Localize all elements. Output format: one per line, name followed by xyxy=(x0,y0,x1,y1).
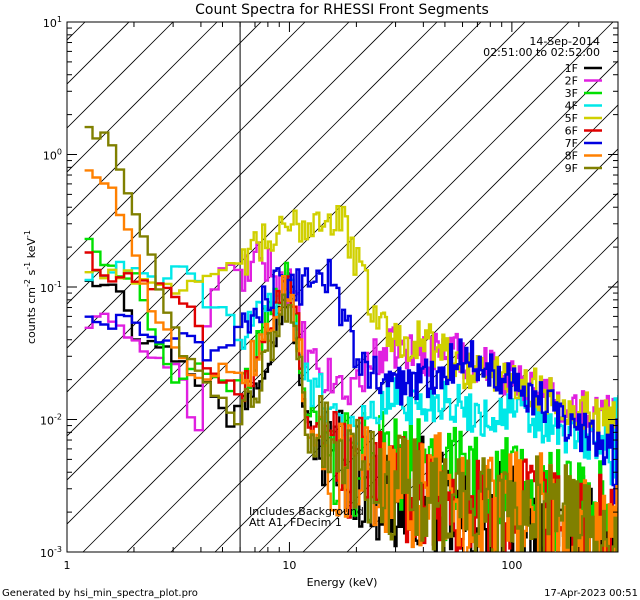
x-tick-label: 100 xyxy=(501,559,522,572)
legend-label-9F: 9F xyxy=(565,162,578,175)
footer-generated-by: Generated by hsi_min_spectra_plot.pro xyxy=(2,588,198,599)
legend-label-2F: 2F xyxy=(565,75,578,88)
x-axis-label: Energy (keV) xyxy=(307,576,378,589)
y-tick-label: 101 xyxy=(43,15,62,30)
legend-time-range: 02:51:00 to 02:52:00 xyxy=(483,46,600,59)
y-tick-label: 100 xyxy=(43,148,62,163)
y-axis-label: counts cm-2 s-1 keV-1 xyxy=(23,230,38,344)
legend-label-6F: 6F xyxy=(565,125,578,138)
series-line-9F xyxy=(84,125,618,552)
hatch-line xyxy=(67,22,526,481)
y-tick-label: 10-2 xyxy=(40,413,62,428)
hatched-region-border xyxy=(67,22,241,552)
annotation-attenuator: Att A1, FDecim 1 xyxy=(249,516,342,529)
legend-label-1F: 1F xyxy=(565,62,578,75)
y-tick-label: 10-3 xyxy=(40,545,62,560)
hatch-line xyxy=(82,22,614,552)
hatch-line xyxy=(67,22,218,173)
chart-title: Count Spectra for RHESSI Front Segments xyxy=(195,2,489,18)
hatch-line xyxy=(67,22,350,305)
hatch-line xyxy=(67,22,262,217)
x-tick-label: 1 xyxy=(64,559,71,572)
x-tick-label: 10 xyxy=(282,559,296,572)
hatch-line xyxy=(67,22,174,129)
hatch-line xyxy=(126,60,618,552)
annotation-background: Includes Background xyxy=(249,505,364,518)
legend-date: 14-Sep-2014 xyxy=(529,35,600,48)
series-line-5F xyxy=(84,205,618,440)
legend-label-7F: 7F xyxy=(565,137,578,150)
legend-label-8F: 8F xyxy=(565,150,578,163)
legend-label-5F: 5F xyxy=(565,112,578,125)
hatch-line xyxy=(67,22,482,437)
hatch-line xyxy=(170,104,618,552)
hatch-line xyxy=(67,22,306,261)
legend-label-3F: 3F xyxy=(565,87,578,100)
legend-label-4F: 4F xyxy=(565,100,578,113)
hatch-line xyxy=(67,22,570,525)
footer-timestamp: 17-Apr-2023 00:51 xyxy=(544,588,638,599)
hatch-line xyxy=(67,22,394,349)
series-line-7F xyxy=(84,258,618,505)
y-tick-label: 10-1 xyxy=(40,280,62,295)
hatch-line xyxy=(214,148,618,552)
